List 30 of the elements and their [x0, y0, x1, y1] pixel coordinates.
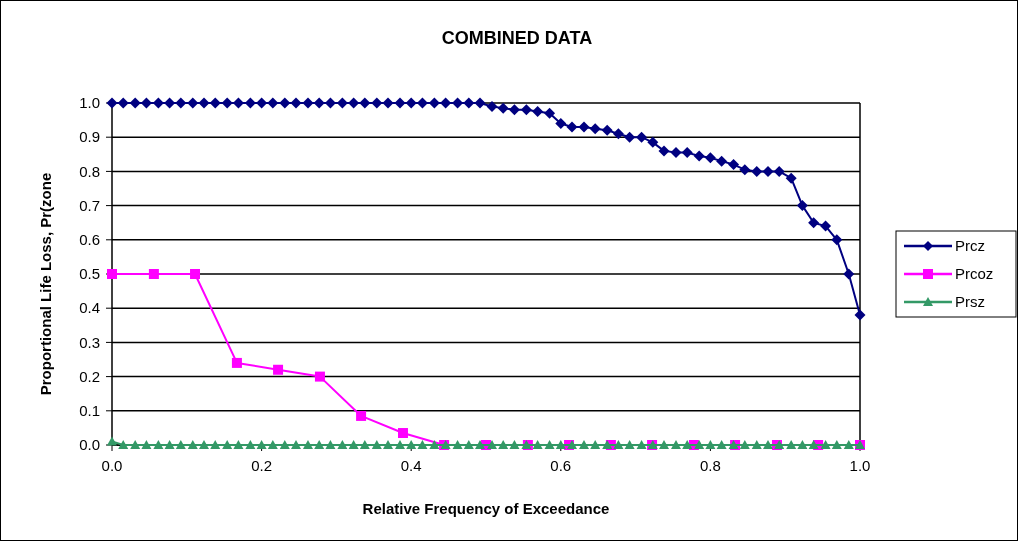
x-tick-label: 0.0	[101, 457, 123, 474]
legend-label: Prsz	[955, 293, 985, 311]
y-tick-label: 0.3	[79, 333, 100, 351]
chart-title: COMBINED DATA	[441, 28, 593, 48]
x-tick-label: 1.0	[849, 457, 871, 474]
x-tick-label: 0.2	[251, 457, 273, 474]
y-tick-label: 1.0	[79, 94, 100, 112]
point	[314, 371, 325, 382]
y-tick-label: 0.8	[79, 162, 100, 180]
y-axis-title: Proportional Life Loss, Pr(zone	[37, 172, 54, 396]
y-tick-label: 0.0	[79, 436, 100, 454]
point	[231, 357, 242, 368]
y-tick-label: 0.1	[79, 402, 100, 420]
y-tick-label: 0.7	[79, 196, 100, 214]
y-tick-label: 0.6	[79, 231, 100, 249]
y-tick-label: 0.2	[79, 367, 100, 385]
legend-label: Prcz	[955, 237, 985, 255]
point	[397, 428, 408, 439]
point	[148, 269, 159, 279]
y-tick-label: 0.5	[79, 265, 100, 283]
x-axis-title: Relative Frequency of Exceedance	[362, 500, 610, 517]
y-tick-label: 0.9	[79, 128, 100, 146]
x-tick-label: 0.6	[550, 457, 572, 474]
point	[273, 364, 284, 375]
x-tick-label: 0.8	[699, 457, 721, 474]
point	[190, 269, 201, 279]
point	[356, 410, 367, 421]
x-tick-label: 0.4	[400, 457, 422, 474]
legend-label: Prcoz	[955, 265, 994, 283]
y-tick-label: 0.4	[79, 299, 100, 317]
